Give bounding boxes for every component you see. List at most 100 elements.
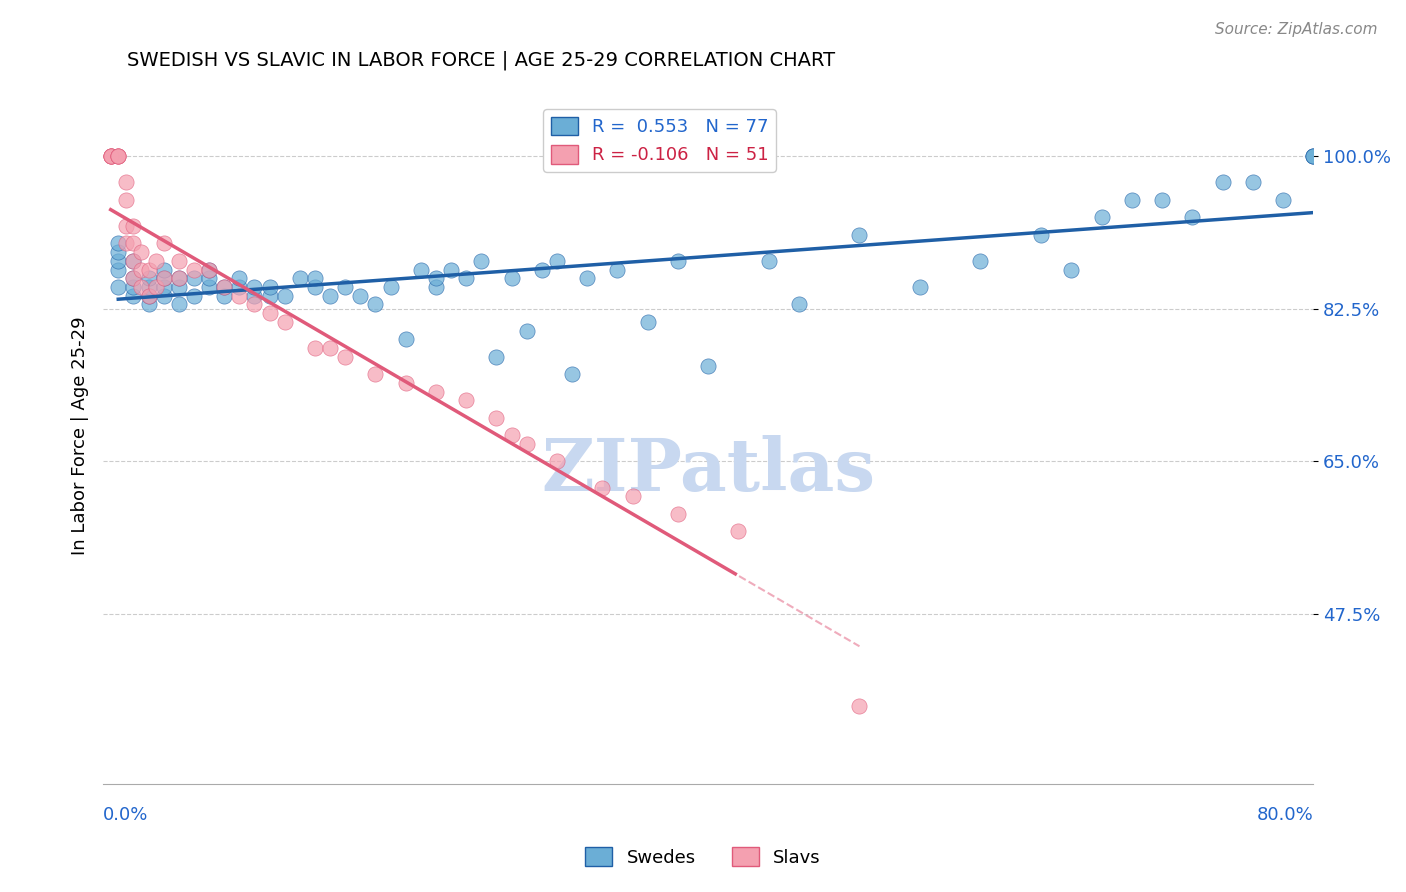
- Point: [183, 262, 205, 277]
- Point: [333, 350, 356, 364]
- Point: [485, 350, 508, 364]
- Point: [183, 271, 205, 285]
- Point: [1211, 176, 1233, 190]
- Point: [758, 253, 780, 268]
- Point: [319, 289, 342, 303]
- Point: [288, 271, 311, 285]
- Point: [395, 376, 418, 390]
- Point: [138, 289, 160, 303]
- Point: [228, 271, 250, 285]
- Point: [516, 437, 538, 451]
- Point: [167, 271, 190, 285]
- Point: [152, 271, 174, 285]
- Text: SWEDISH VS SLAVIC IN LABOR FORCE | AGE 25-29 CORRELATION CHART: SWEDISH VS SLAVIC IN LABOR FORCE | AGE 2…: [128, 51, 835, 70]
- Point: [243, 289, 266, 303]
- Point: [380, 280, 402, 294]
- Point: [425, 271, 447, 285]
- Point: [122, 253, 145, 268]
- Point: [243, 297, 266, 311]
- Point: [395, 332, 418, 346]
- Point: [114, 176, 136, 190]
- Point: [606, 262, 628, 277]
- Point: [1150, 193, 1173, 207]
- Point: [576, 271, 599, 285]
- Point: [198, 262, 221, 277]
- Point: [228, 289, 250, 303]
- Point: [1029, 227, 1052, 242]
- Point: [107, 149, 129, 163]
- Point: [145, 253, 167, 268]
- Point: [1060, 262, 1083, 277]
- Point: [530, 262, 553, 277]
- Point: [456, 271, 478, 285]
- Point: [107, 262, 129, 277]
- Point: [1302, 149, 1324, 163]
- Point: [319, 341, 342, 355]
- Point: [122, 280, 145, 294]
- Point: [259, 306, 281, 320]
- Point: [485, 410, 508, 425]
- Point: [129, 245, 152, 260]
- Point: [666, 507, 689, 521]
- Point: [787, 297, 810, 311]
- Point: [107, 149, 129, 163]
- Point: [1302, 149, 1324, 163]
- Point: [107, 236, 129, 251]
- Point: [969, 253, 991, 268]
- Point: [167, 253, 190, 268]
- Point: [727, 524, 749, 538]
- Point: [122, 271, 145, 285]
- Point: [122, 289, 145, 303]
- Point: [100, 149, 122, 163]
- Point: [409, 262, 432, 277]
- Point: [259, 289, 281, 303]
- Point: [349, 289, 371, 303]
- Point: [152, 280, 174, 294]
- Point: [100, 149, 122, 163]
- Point: [212, 289, 235, 303]
- Point: [243, 280, 266, 294]
- Point: [138, 297, 160, 311]
- Point: [167, 297, 190, 311]
- Point: [114, 193, 136, 207]
- Point: [516, 324, 538, 338]
- Point: [621, 489, 644, 503]
- Point: [198, 280, 221, 294]
- Text: ZIPatlas: ZIPatlas: [541, 434, 876, 506]
- Legend: Swedes, Slavs: Swedes, Slavs: [578, 840, 828, 874]
- Point: [152, 236, 174, 251]
- Point: [273, 289, 295, 303]
- Point: [637, 315, 659, 329]
- Point: [591, 481, 613, 495]
- Point: [100, 149, 122, 163]
- Text: 80.0%: 80.0%: [1257, 805, 1313, 824]
- Point: [100, 149, 122, 163]
- Point: [546, 454, 568, 468]
- Point: [100, 149, 122, 163]
- Point: [183, 289, 205, 303]
- Point: [1121, 193, 1143, 207]
- Point: [848, 698, 870, 713]
- Point: [440, 262, 463, 277]
- Point: [138, 289, 160, 303]
- Point: [129, 280, 152, 294]
- Point: [212, 280, 235, 294]
- Point: [470, 253, 492, 268]
- Point: [129, 262, 152, 277]
- Point: [666, 253, 689, 268]
- Point: [167, 280, 190, 294]
- Point: [456, 393, 478, 408]
- Point: [273, 315, 295, 329]
- Y-axis label: In Labor Force | Age 25-29: In Labor Force | Age 25-29: [72, 316, 89, 555]
- Point: [697, 359, 720, 373]
- Point: [138, 280, 160, 294]
- Point: [1241, 176, 1264, 190]
- Point: [561, 368, 583, 382]
- Point: [228, 280, 250, 294]
- Point: [114, 219, 136, 233]
- Text: 0.0%: 0.0%: [103, 805, 149, 824]
- Point: [152, 289, 174, 303]
- Point: [145, 280, 167, 294]
- Point: [364, 368, 387, 382]
- Point: [198, 271, 221, 285]
